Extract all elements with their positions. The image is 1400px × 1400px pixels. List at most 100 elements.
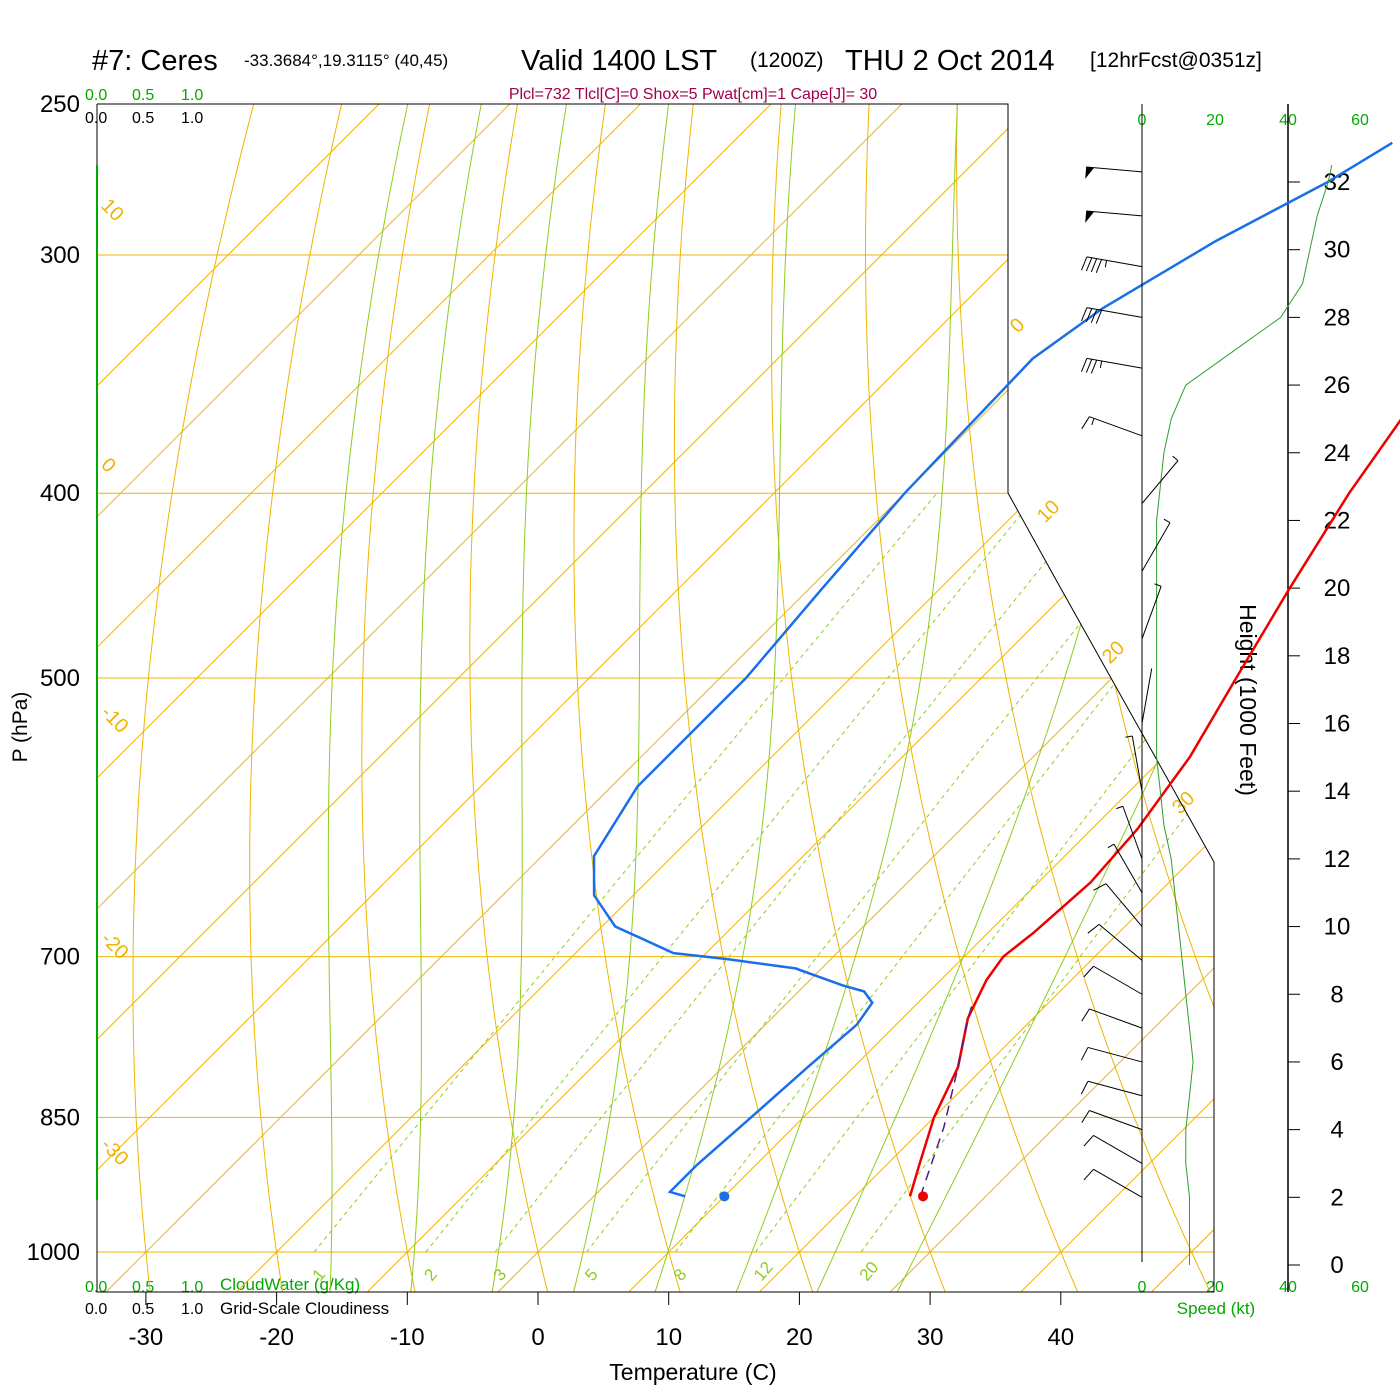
temperature-line — [908, 418, 1400, 1197]
wind-barb-staff — [1093, 1135, 1143, 1164]
speed-tick: 0 — [1138, 1279, 1147, 1296]
dry-adiabat — [1131, 104, 1214, 1292]
wind-barb-staff — [1089, 1008, 1143, 1029]
height-tick-label: 4 — [1330, 1117, 1343, 1144]
dry-adiabat — [1044, 104, 1214, 1292]
wind-barb-full — [1085, 308, 1093, 322]
height-tick-label: 8 — [1330, 981, 1343, 1008]
isotherm-label: -10 — [96, 702, 132, 738]
wind-barb-half — [1099, 360, 1103, 369]
wind-barb-full — [1095, 310, 1103, 324]
mixing-ratio-label: 3 — [490, 1265, 511, 1284]
wind-barb-full — [1083, 1168, 1094, 1181]
dry-adiabat — [956, 104, 1214, 1292]
wind-barb-staff — [1093, 1168, 1143, 1198]
isotherm-line — [497, 104, 1214, 1292]
wind-barb-staff — [1141, 668, 1153, 724]
cloudwater-tick: 0.0 — [85, 1279, 107, 1296]
wind-barb-staff — [1086, 256, 1143, 268]
dry-adiabat — [864, 104, 1096, 1292]
cloudwater-tick: 1.0 — [181, 1279, 203, 1296]
title-date: THU 2 Oct 2014 — [845, 45, 1055, 77]
height-tick-label: 6 — [1330, 1049, 1343, 1076]
wind-barb-full — [1085, 359, 1093, 373]
moist-adiabat — [641, 104, 800, 1292]
wind-barb-full — [1083, 1135, 1094, 1147]
height-axis-label: Height (1000 Feet) — [1235, 604, 1261, 796]
mixing-ratio-line — [494, 492, 1102, 1253]
wind-barb-staff — [1093, 965, 1143, 995]
x-axis-label: Temperature (C) — [609, 1359, 776, 1385]
cloudiness-tick: 0.5 — [132, 1301, 154, 1318]
title-forecast: [12hrFcst@0351z] — [1090, 49, 1262, 72]
speed-tick: 60 — [1351, 112, 1369, 129]
wind-barb-full — [1081, 1008, 1090, 1022]
isotherm-line — [889, 104, 1214, 1292]
wind-barb-staff — [1087, 1046, 1143, 1063]
height-tick-label: 26 — [1324, 372, 1351, 399]
height-tick-label: 18 — [1324, 643, 1351, 670]
wind-barb-staff — [1141, 460, 1179, 504]
cloudiness-label: Grid-Scale Cloudiness — [220, 1299, 389, 1318]
isotherm-line — [366, 104, 1214, 1292]
moist-adiabat — [798, 104, 1166, 1292]
wind-barb-staff — [1086, 210, 1143, 217]
isotherm-line — [1020, 104, 1214, 1292]
isotherm-line — [759, 104, 1214, 1292]
height-tick-label: 12 — [1324, 846, 1351, 873]
wind-barb-staff — [1105, 883, 1143, 927]
wind-barb-half — [1172, 455, 1179, 462]
bottom-cloudwater-scale: 0.0 0.5 1.0 CloudWater (g/Kg) 0.0 0.5 1.… — [85, 1275, 389, 1318]
speed-tick: 20 — [1206, 112, 1224, 129]
wind-barb-staff — [1122, 806, 1143, 860]
height-tick-label: 0 — [1330, 1252, 1343, 1279]
wind-barb-full — [1081, 416, 1090, 430]
wind-barb-full — [1080, 1081, 1089, 1095]
mixing-ratio-line — [675, 492, 1214, 1253]
wind-barb-half — [1154, 583, 1162, 587]
mixing-ratio-label: 12 — [750, 1258, 777, 1285]
wind-barb-full — [1081, 1110, 1090, 1123]
wind-barb-staff — [1087, 1080, 1143, 1097]
wind-barb-flag — [1085, 210, 1095, 223]
wind-barb-staff — [1098, 924, 1143, 961]
moist-adiabat — [563, 104, 674, 1292]
isotherm-label: 0 — [96, 454, 119, 477]
plot-frame — [96, 103, 1215, 1293]
wind-barb-full — [1085, 257, 1093, 272]
isotherm-label: 10 — [96, 195, 127, 226]
cloudwater-tick: 0.5 — [132, 1279, 154, 1296]
wind-barb-staff — [1086, 166, 1143, 173]
mixing-ratio-line — [425, 492, 1039, 1253]
wind-barb-full — [1080, 1047, 1089, 1061]
isotherm-line — [97, 104, 903, 1292]
wind-barb-full — [1081, 307, 1088, 322]
wind-barb-staff — [1086, 357, 1143, 369]
wind-barb-half — [1125, 735, 1133, 738]
moist-adiabat — [327, 104, 416, 1292]
speed-scale-bottom: 0 20 40 60 Speed (kt) — [1138, 1279, 1369, 1318]
speed-scale-top: 0 20 40 60 — [1138, 112, 1369, 129]
surface-dewpoint-point — [719, 1191, 730, 1202]
dry-adiabat — [249, 104, 351, 1292]
cloudwater-tick: 1.0 — [181, 87, 203, 104]
isotherm-line — [97, 104, 772, 1292]
mixing-ratio-label: 8 — [670, 1265, 691, 1284]
temperature-tick-label: -30 — [129, 1324, 164, 1351]
dry-adiabat — [573, 104, 693, 1292]
wind-barb-staff — [1141, 586, 1162, 640]
speed-tick: 60 — [1351, 1279, 1369, 1296]
speed-tick: 20 — [1206, 1279, 1224, 1296]
pressure-tick-label: 400 — [40, 480, 80, 507]
wind-barb-full — [1095, 259, 1103, 273]
wind-barb-staff — [1089, 416, 1143, 437]
height-tick-label: 16 — [1324, 711, 1351, 738]
wind-barb-staff — [1089, 1110, 1143, 1131]
dry-adiabat — [469, 104, 559, 1292]
temperature-tick-label: 20 — [786, 1324, 813, 1351]
temperature-tick-label: -10 — [390, 1324, 425, 1351]
dry-adiabat — [673, 104, 827, 1292]
temperature-tick-label: 10 — [655, 1324, 682, 1351]
